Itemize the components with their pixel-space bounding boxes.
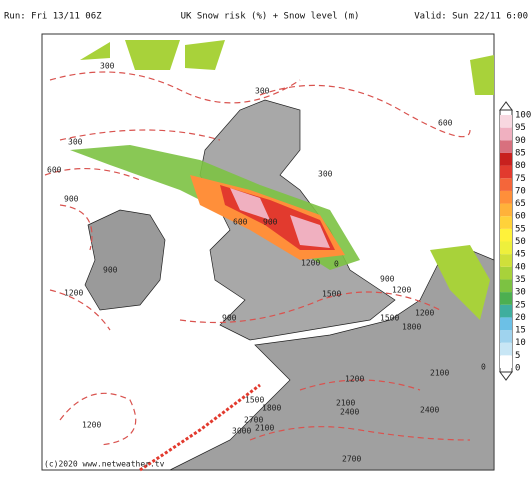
colorbar-label: 15 xyxy=(515,326,526,336)
contour-label: 900 xyxy=(263,218,278,227)
colorbar-label: 10 xyxy=(515,338,526,348)
contour-label: 1200 xyxy=(345,375,364,384)
map xyxy=(41,33,495,472)
colorbar-label: 90 xyxy=(515,136,526,146)
colorbar-label: 30 xyxy=(515,288,526,298)
contour-label: 2400 xyxy=(340,408,359,417)
colorbar-label: 35 xyxy=(515,275,526,285)
colorbar-segment xyxy=(500,330,512,343)
contour-cluster xyxy=(139,383,261,472)
contour-label: 2100 xyxy=(430,369,449,378)
contour-label: 300 xyxy=(255,87,270,96)
contour-label: 2100 xyxy=(255,424,274,433)
colorbar-segment xyxy=(500,140,512,153)
colorbar-segment xyxy=(500,203,512,217)
colorbar-segment xyxy=(500,292,512,305)
contour-label: 1800 xyxy=(402,323,421,332)
contour-label: 300 xyxy=(100,62,115,71)
colorbar-label: 55 xyxy=(515,224,526,234)
colorbar-label: 85 xyxy=(515,148,526,158)
colorbar-segment xyxy=(500,115,512,128)
contour-label: 0 xyxy=(481,363,486,372)
contour-label: 1200 xyxy=(392,286,411,295)
colorbar-label: 45 xyxy=(515,250,526,260)
snow-level-contour xyxy=(44,71,471,446)
colorbar-segment xyxy=(500,254,512,267)
valid-time: Valid: Sun 22/11 6:00 xyxy=(414,12,528,22)
contour-label: 600 xyxy=(233,218,248,227)
colorbar-label: 60 xyxy=(515,212,526,222)
colorbar-segment xyxy=(500,355,512,368)
colorbar-label: 70 xyxy=(515,186,526,196)
contour-label: 2400 xyxy=(420,406,439,415)
colorbar-label: 50 xyxy=(515,237,526,247)
contour-label: 300 xyxy=(68,138,83,147)
snow-max xyxy=(230,188,330,248)
colorbar-segment xyxy=(500,304,512,318)
contour-label: 1500 xyxy=(380,314,399,323)
continent xyxy=(169,249,495,471)
colorbar-segment xyxy=(500,317,512,331)
contour-label: 900 xyxy=(380,275,395,284)
colorbar-label: 65 xyxy=(515,199,526,209)
colorbar-segment xyxy=(500,241,512,255)
contour-label: 1200 xyxy=(415,309,434,318)
colorbar-segment xyxy=(500,342,512,356)
colorbar-label: 95 xyxy=(515,123,526,133)
colorbar-label: 75 xyxy=(515,174,526,184)
copyright: (c)2020 www.netweather.tv xyxy=(44,460,165,469)
contour-label: 1800 xyxy=(262,404,281,413)
colorbar-label: 25 xyxy=(515,300,526,310)
colorbar-segment xyxy=(500,127,512,141)
map-title: UK Snow risk (%) + Snow level (m) xyxy=(181,12,360,22)
colorbar-segment xyxy=(500,216,512,229)
colorbar-label: 40 xyxy=(515,262,526,272)
colorbar: 0 5 10 15 20 25 30 35 40 45 50 55 60 65 70 75 80 85 90 95 10… xyxy=(499,101,531,381)
colorbar-label: 20 xyxy=(515,313,526,323)
contour-label: 3000 xyxy=(232,427,251,436)
contour-label: 2100 xyxy=(336,399,355,408)
contour-label: 1200 xyxy=(301,259,320,268)
colorbar-arrow xyxy=(499,101,513,381)
contour-label: 2700 xyxy=(342,455,361,464)
contour-label: 900 xyxy=(103,266,118,275)
snow-patch xyxy=(80,40,494,320)
contour-label: 1200 xyxy=(82,421,101,430)
colorbar-label: 100 xyxy=(515,111,531,121)
contour-label: 0 xyxy=(334,260,339,269)
contour-label: 900 xyxy=(222,314,237,323)
contour-label: 300 xyxy=(318,170,333,179)
colorbar-segment xyxy=(500,152,512,166)
contour-label: 1200 xyxy=(64,289,83,298)
contour-label: 600 xyxy=(438,119,453,128)
contour-label: 1500 xyxy=(322,290,341,299)
colorbar-segment xyxy=(500,279,512,293)
colorbar-segment xyxy=(500,228,512,242)
contour-label: 1500 xyxy=(245,396,264,405)
contour-label: 900 xyxy=(64,195,79,204)
contour-label: 600 xyxy=(47,166,62,175)
colorbar-segment xyxy=(500,190,512,204)
contour-label: 2700 xyxy=(244,416,263,425)
colorbar-label: 0 xyxy=(515,364,520,374)
run-info: Run: Fri 13/11 06Z xyxy=(4,12,102,22)
colorbar-label: 5 xyxy=(515,351,520,361)
colorbar-segment xyxy=(500,165,512,179)
colorbar-label: 80 xyxy=(515,161,526,171)
colorbar-segment xyxy=(500,266,512,280)
colorbar-segment xyxy=(500,178,512,191)
ireland xyxy=(84,209,166,311)
